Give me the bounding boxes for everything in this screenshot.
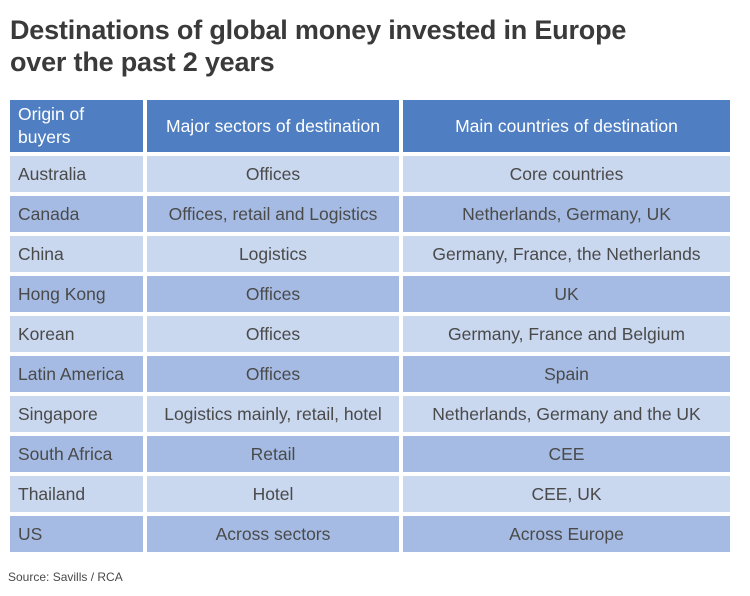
sectors-cell: Offices, retail and Logistics [147,196,399,232]
origin-cell: US [10,516,143,552]
countries-cell: Germany, France and Belgium [403,316,730,352]
sectors-cell: Offices [147,156,399,192]
sectors-cell: Across sectors [147,516,399,552]
origin-cell: Singapore [10,396,143,432]
table-row: Australia Offices Core countries [10,156,730,192]
countries-cell: Netherlands, Germany and the UK [403,396,730,432]
origin-cell: Canada [10,196,143,232]
origin-cell: Thailand [10,476,143,512]
sectors-cell: Hotel [147,476,399,512]
table-row: Singapore Logistics mainly, retail, hote… [10,396,730,432]
sectors-cell: Offices [147,316,399,352]
header-main-countries: Main countries of destination [403,100,730,152]
table-row: Thailand Hotel CEE, UK [10,476,730,512]
sectors-cell: Offices [147,356,399,392]
table-row: US Across sectors Across Europe [10,516,730,552]
page-title: Destinations of global money invested in… [10,14,730,78]
countries-cell: Across Europe [403,516,730,552]
header-origin-of-buyers: Origin of buyers [10,100,143,152]
table-row: Korean Offices Germany, France and Belgi… [10,316,730,352]
sectors-cell: Retail [147,436,399,472]
origin-cell: Australia [10,156,143,192]
title-line-1: Destinations of global money invested in… [10,15,627,45]
table-header-row: Origin of buyers Major sectors of destin… [10,100,730,152]
table-row: Hong Kong Offices UK [10,276,730,312]
origin-cell: China [10,236,143,272]
origin-cell: South Africa [10,436,143,472]
sectors-cell: Logistics mainly, retail, hotel [147,396,399,432]
header-major-sectors: Major sectors of destination [147,100,399,152]
sectors-cell: Offices [147,276,399,312]
table-row: Canada Offices, retail and Logistics Net… [10,196,730,232]
countries-cell: Spain [403,356,730,392]
countries-cell: Core countries [403,156,730,192]
table-row: China Logistics Germany, France, the Net… [10,236,730,272]
origin-cell: Hong Kong [10,276,143,312]
destinations-table: Origin of buyers Major sectors of destin… [6,96,734,556]
countries-cell: Germany, France, the Netherlands [403,236,730,272]
origin-cell: Latin America [10,356,143,392]
source-note: Source: Savills / RCA [8,570,123,584]
countries-cell: UK [403,276,730,312]
title-line-2: over the past 2 years [10,47,275,77]
origin-cell: Korean [10,316,143,352]
table-row: South Africa Retail CEE [10,436,730,472]
countries-cell: CEE, UK [403,476,730,512]
countries-cell: Netherlands, Germany, UK [403,196,730,232]
sectors-cell: Logistics [147,236,399,272]
table-row: Latin America Offices Spain [10,356,730,392]
countries-cell: CEE [403,436,730,472]
